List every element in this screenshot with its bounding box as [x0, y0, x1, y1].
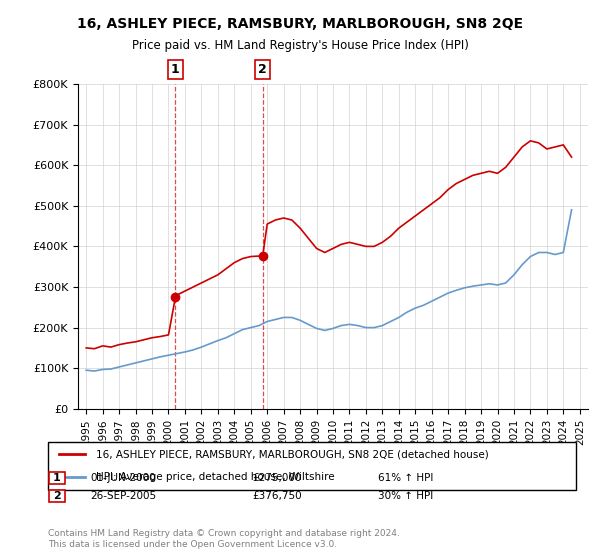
Text: 26-SEP-2005: 26-SEP-2005: [90, 491, 156, 501]
Text: 30% ↑ HPI: 30% ↑ HPI: [378, 491, 433, 501]
Text: 2: 2: [53, 491, 61, 501]
FancyBboxPatch shape: [49, 489, 65, 502]
Text: £376,750: £376,750: [252, 491, 302, 501]
Text: Price paid vs. HM Land Registry's House Price Index (HPI): Price paid vs. HM Land Registry's House …: [131, 39, 469, 52]
Text: 1: 1: [171, 63, 180, 76]
Text: 01-JUN-2000: 01-JUN-2000: [90, 473, 155, 483]
Text: HPI: Average price, detached house, Wiltshire: HPI: Average price, detached house, Wilt…: [95, 472, 334, 482]
FancyBboxPatch shape: [49, 472, 65, 484]
Text: 61% ↑ HPI: 61% ↑ HPI: [378, 473, 433, 483]
Text: 16, ASHLEY PIECE, RAMSBURY, MARLBOROUGH, SN8 2QE: 16, ASHLEY PIECE, RAMSBURY, MARLBOROUGH,…: [77, 17, 523, 31]
Text: 16, ASHLEY PIECE, RAMSBURY, MARLBOROUGH, SN8 2QE (detached house): 16, ASHLEY PIECE, RAMSBURY, MARLBOROUGH,…: [95, 449, 488, 459]
FancyBboxPatch shape: [48, 442, 576, 490]
Text: £275,000: £275,000: [252, 473, 301, 483]
Text: 2: 2: [259, 63, 267, 76]
Text: 1: 1: [53, 473, 61, 483]
Text: Contains HM Land Registry data © Crown copyright and database right 2024.
This d: Contains HM Land Registry data © Crown c…: [48, 529, 400, 549]
